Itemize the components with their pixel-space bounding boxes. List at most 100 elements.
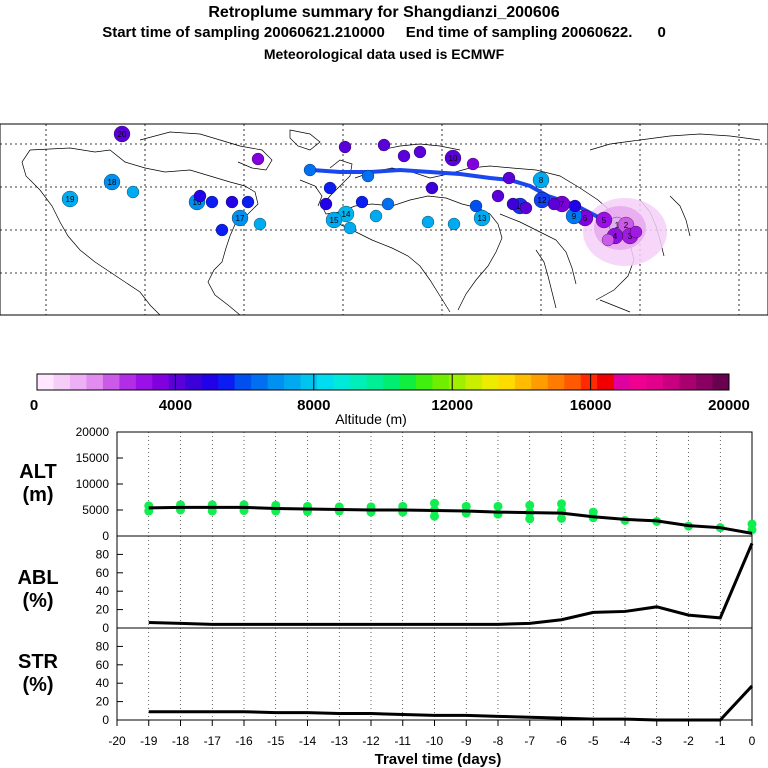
- x-tick-label: -6: [556, 734, 567, 748]
- y-tick-label: 20: [96, 695, 110, 709]
- ensemble-dot: [215, 223, 229, 237]
- colorbar-swatch: [251, 374, 269, 390]
- y-tick-label: 40: [96, 584, 110, 598]
- colorbar-swatch: [201, 374, 219, 390]
- y-tick-label: 0: [102, 529, 109, 543]
- colorbar-swatch: [514, 374, 532, 390]
- panel-str: 80 60 40 20 0 STR(%): [18, 627, 754, 727]
- ensemble-dot: [343, 221, 357, 235]
- ensemble-point: [557, 513, 566, 523]
- ensemble-dot: [303, 163, 317, 177]
- y-tick-label: 60: [96, 658, 110, 672]
- trajectory-point-label: 5: [602, 216, 607, 225]
- ensemble-dot: [491, 189, 505, 203]
- ensemble-point: [747, 519, 757, 529]
- colorbar-swatch: [663, 374, 681, 390]
- x-tick-label: -20: [108, 734, 126, 748]
- trajectory-point-label: 2: [624, 221, 629, 230]
- series-line: [148, 542, 754, 626]
- colorbar-swatch: [580, 374, 598, 390]
- x-tick-label: -19: [140, 734, 158, 748]
- trajectory-point-label: 19: [66, 195, 75, 204]
- trajectory-point-label: 1: [615, 221, 620, 230]
- y-tick-label: 5000: [82, 503, 109, 517]
- x-tick-label: -11: [395, 734, 412, 748]
- panel-ylabel: ABL: [17, 567, 58, 589]
- ensemble-dot: [447, 217, 461, 231]
- x-axis: Travel time (days) -20 -19 -18 -17 -16 -15 -14…: [108, 720, 756, 768]
- colorbar-swatch: [317, 374, 335, 390]
- x-tick-label: 0: [749, 734, 756, 748]
- trajectory-point-label: 10: [449, 154, 458, 163]
- ensemble-dot: [506, 197, 520, 211]
- y-tick-label: 60: [96, 566, 110, 580]
- x-tick-label: -9: [461, 734, 472, 748]
- trajectory-point: [231, 209, 249, 227]
- x-tick-label: -14: [299, 734, 317, 748]
- ensemble-dot: [502, 171, 516, 185]
- ensemble-dot: [397, 149, 411, 163]
- y-tick-label: 40: [96, 676, 110, 690]
- trajectory-point: [473, 209, 491, 227]
- sampling-period: Start time of sampling 20060621.210000 E…: [102, 24, 666, 41]
- y-tick-label: 0: [102, 621, 109, 635]
- trajectory-point: [325, 211, 343, 229]
- ensemble-dot: [225, 195, 239, 209]
- y-tick-label: 80: [96, 639, 110, 653]
- ensemble-dot: [126, 185, 140, 199]
- ensemble-dot: [377, 138, 391, 152]
- trajectory-point-label: 12: [538, 196, 547, 205]
- colorbar-swatch: [152, 374, 170, 390]
- trajectory-point: [113, 125, 131, 143]
- colorbar-swatch: [399, 374, 417, 390]
- colorbar-swatch: [415, 374, 433, 390]
- colorbar-tick-label: 4000: [159, 397, 192, 414]
- y-tick-label: 80: [96, 547, 110, 561]
- ensemble-dot: [323, 181, 337, 195]
- chart-title: Retroplume summary for Shangdianzi_20060…: [208, 4, 560, 21]
- colorbar-swatch: [284, 374, 302, 390]
- colorbar-swatch: [86, 374, 104, 390]
- ensemble-dot: [421, 215, 435, 229]
- x-tick-label: -13: [331, 734, 349, 748]
- y-tick-label: 0: [102, 713, 109, 727]
- x-tick-label: -8: [493, 734, 504, 748]
- ensemble-dot: [338, 140, 352, 154]
- colorbar-swatch: [185, 374, 203, 390]
- panel-ylabel: (%): [22, 590, 53, 612]
- trajectory-point-label: 9: [572, 212, 577, 221]
- met-data-note: Meteorological data used is ECMWF: [263, 46, 505, 62]
- ensemble-dot: [547, 197, 561, 211]
- ensemble-dot: [369, 209, 383, 223]
- colorbar-swatch: [613, 374, 631, 390]
- colorbar-swatch: [646, 374, 664, 390]
- colorbar-swatch: [498, 374, 516, 390]
- colorbar-swatch: [712, 374, 730, 390]
- trajectory-point: [595, 211, 613, 229]
- colorbar-swatch: [696, 374, 714, 390]
- y-tick-label: 20000: [76, 425, 110, 439]
- colorbar-swatch: [102, 374, 120, 390]
- colorbar-swatch: [597, 374, 615, 390]
- ensemble-point: [430, 498, 439, 508]
- x-tick-label: -2: [683, 734, 694, 748]
- x-tick-label: -12: [362, 734, 380, 748]
- x-tick-label: -7: [524, 734, 535, 748]
- trajectory-point: [532, 171, 550, 189]
- colorbar-tick-label: 12000: [431, 397, 473, 414]
- panel-frame: [116, 535, 753, 629]
- x-tick-label: -18: [172, 734, 190, 748]
- colorbar-swatch: [630, 374, 648, 390]
- ensemble-dot: [519, 201, 533, 215]
- panel-ylabel: (%): [22, 674, 53, 696]
- ensemble-point: [430, 511, 439, 521]
- colorbar-swatch: [564, 374, 582, 390]
- x-axis-label: Travel time (days): [375, 751, 502, 768]
- panel-ylabel: STR: [18, 651, 59, 673]
- ensemble-dot: [355, 195, 369, 209]
- trajectory-point: [444, 149, 462, 167]
- ensemble-dot: [466, 157, 480, 171]
- ensemble-point: [588, 507, 598, 517]
- ensemble-dot: [253, 217, 267, 231]
